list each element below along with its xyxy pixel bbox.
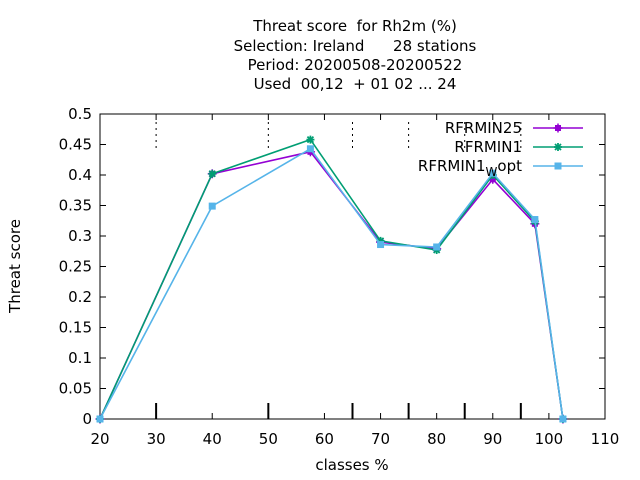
x-tick-label: 40	[203, 430, 222, 448]
data-point-marker	[306, 145, 314, 153]
data-point-marker	[208, 202, 216, 210]
y-tick-label: 0.3	[68, 227, 92, 245]
series-1	[95, 147, 568, 424]
data-point-marker	[554, 162, 562, 170]
series-line	[99, 147, 564, 420]
chart-title-line-3: Period: 20200508-20200522	[247, 56, 463, 74]
x-tick-label: 100	[535, 430, 564, 448]
series-3	[96, 145, 567, 423]
chart-title-line-1: Threat score for Rh2m (%)	[253, 17, 457, 35]
data-point-marker	[433, 243, 441, 251]
x-axis-label: classes %	[315, 456, 388, 474]
x-tick-label: 30	[147, 430, 166, 448]
y-tick-label: 0.45	[59, 136, 92, 154]
data-point-marker	[559, 415, 567, 423]
x-tick-label: 90	[483, 430, 502, 448]
chart-title-line-2: Selection: Ireland 28 stations	[233, 37, 477, 55]
y-tick-label: 0.25	[59, 258, 92, 276]
y-axis-label: Threat score	[6, 219, 24, 314]
data-point-marker	[306, 135, 315, 144]
data-point-marker	[377, 241, 385, 249]
x-tick-label: 50	[259, 430, 278, 448]
y-tick-label: 0.35	[59, 197, 92, 215]
data-point-marker	[531, 216, 539, 224]
series-line	[99, 150, 564, 420]
y-tick-label: 0.15	[59, 319, 92, 337]
chart-title-line-4: Used 00,12 + 01 02 ... 24	[253, 75, 457, 93]
data-point-marker	[489, 169, 497, 177]
x-tick-label: 80	[427, 430, 446, 448]
axis-ticks: 0 0.05 0.1 0.15 0.2 0.25 0.3 0.35 0.4 0.45 0.5 20 30…	[59, 105, 620, 448]
series-layer	[95, 135, 568, 424]
y-tick-label: 0.4	[68, 166, 92, 184]
legend-label: RFRMIN1Wopt	[418, 157, 522, 179]
y-tick-label: 0.1	[68, 349, 92, 367]
y-tick-label: 0.05	[59, 380, 92, 398]
x-tick-label: 20	[90, 430, 109, 448]
y-tick-label: 0.2	[68, 288, 92, 306]
data-point-marker	[208, 170, 216, 178]
y-tick-label: 0	[82, 410, 92, 428]
legend-label: RFRMIN1	[454, 138, 522, 156]
legend-label: RFRMIN25	[445, 119, 522, 137]
x-tick-label: 60	[315, 430, 334, 448]
x-tick-label: 110	[591, 430, 620, 448]
y-tick-label: 0.5	[68, 105, 92, 123]
data-point-marker	[554, 143, 562, 151]
plot-frame	[99, 113, 606, 420]
x-tick-label: 70	[371, 430, 390, 448]
data-point-marker	[96, 415, 104, 423]
